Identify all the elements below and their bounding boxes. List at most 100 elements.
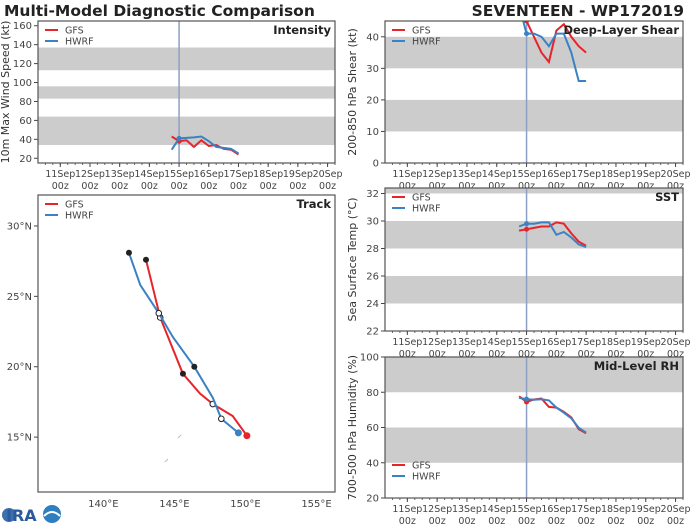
x-tick-label: 11Sep 00z xyxy=(45,169,75,192)
legend-label: HWRF xyxy=(412,472,441,483)
axes-frame xyxy=(37,194,336,493)
x-tick-label: 13Sep 00z xyxy=(105,169,135,192)
y-tick-label: 40 xyxy=(366,458,379,469)
y-tick-label: 40 xyxy=(19,135,32,146)
series-group xyxy=(125,249,251,440)
x-tick-label: 15Sep 00z xyxy=(164,169,194,192)
figure-title: Multi-Model Diagnostic Comparison xyxy=(4,2,315,20)
x-tick-label: 20Sep 00z xyxy=(661,169,691,192)
x-tick-label: 16Sep 00z xyxy=(194,169,224,192)
gfs-point-marker xyxy=(143,256,149,263)
panel-title: Mid-Level RH xyxy=(594,359,679,373)
y-tick-label: 15°N xyxy=(7,433,32,444)
sst-panel: 22 24 26 28 30 32 Sea Surface Temp (°C) 11Sep 00… xyxy=(346,187,691,360)
y-tick-label: 20 xyxy=(366,95,379,106)
track-panel: 15°N 20°N 25°N 30°N 140°E 145°E 150°E 155°E Trac… xyxy=(7,194,336,510)
x-tick-label: 13Sep 00z xyxy=(452,337,482,360)
axes-frame xyxy=(37,20,336,164)
hwrf-point-marker xyxy=(524,31,530,37)
hwrf-series-line xyxy=(518,221,587,249)
x-tick-label: 150°E xyxy=(230,499,260,510)
y-tick-label: 0 xyxy=(373,159,379,170)
x-tick-label: 17Sep 00z xyxy=(571,337,601,360)
x-tick-label: 13Sep 00z xyxy=(452,169,482,192)
hwrf-point-marker xyxy=(125,249,132,256)
cira-logo: IRA xyxy=(2,505,61,525)
y-tick-label: 60 xyxy=(19,116,32,127)
x-tick-label: 17Sep 00z xyxy=(571,504,601,525)
axes-frame xyxy=(384,356,684,499)
shaded-band xyxy=(385,221,683,249)
legend-label: HWRF xyxy=(412,204,441,215)
shaded-band xyxy=(38,47,335,71)
shaded-band xyxy=(385,188,683,194)
x-tick-label: 18Sep 00z xyxy=(601,337,631,360)
y-tick-label: 30 xyxy=(366,64,379,75)
x-tick-label: 18Sep 00z xyxy=(253,169,283,192)
x-tick-label: 15Sep 00z xyxy=(512,337,542,360)
x-tick-label: 15Sep 00z xyxy=(512,169,542,192)
x-tick-label: 14Sep 00z xyxy=(134,169,164,192)
series-group xyxy=(170,135,240,156)
hwrf-series-line xyxy=(127,252,240,434)
y-tick-label: 30°N xyxy=(7,221,32,232)
gfs-series-line xyxy=(145,259,248,437)
storm-title: SEVENTEEN - WP172019 xyxy=(472,2,684,20)
y-axis-label: 10m Max Wind Speed (kt) xyxy=(0,21,12,164)
y-tick-label: 20 xyxy=(366,494,379,505)
y-axis-label: 700-500 hPa Humidity (%) xyxy=(346,355,359,500)
shaded-band xyxy=(385,276,683,304)
legend-label: GFS xyxy=(65,200,84,211)
hwrf-point-marker xyxy=(524,221,530,227)
hwrf-point-marker xyxy=(524,396,530,402)
gfs-series-line xyxy=(525,21,587,65)
legend-label: HWRF xyxy=(412,37,441,48)
panel-title: Intensity xyxy=(273,23,331,37)
hwrf-point-marker xyxy=(218,415,225,423)
y-tick-label: 20 xyxy=(19,154,32,165)
x-tick-label: 14Sep 00z xyxy=(482,504,512,525)
shaded-band xyxy=(385,36,683,69)
y-tick-label: 120 xyxy=(13,59,32,70)
shaded-band xyxy=(385,357,683,393)
x-tick-label: 20Sep 00z xyxy=(661,504,691,525)
x-tick-label: 19Sep 00z xyxy=(283,169,313,192)
x-tick-label: 11Sep 00z xyxy=(392,337,422,360)
y-axis-label: Sea Surface Temp (°C) xyxy=(346,198,359,322)
axes-frame xyxy=(384,187,684,332)
x-tick-label: 18Sep 00z xyxy=(601,504,631,525)
x-tick-label: 13Sep 00z xyxy=(452,504,482,525)
hwrf-point-marker xyxy=(155,309,163,317)
y-tick-label: 32 xyxy=(366,189,379,200)
island-mark xyxy=(164,458,169,463)
y-tick-label: 80 xyxy=(19,97,32,108)
hwrf-point-marker xyxy=(234,429,242,437)
gfs-point-marker xyxy=(524,226,530,232)
legend-label: GFS xyxy=(412,193,431,204)
x-tick-label: 12Sep 00z xyxy=(75,169,105,192)
x-tick-label: 14Sep 00z xyxy=(482,169,512,192)
y-tick-label: 40 xyxy=(366,32,379,43)
gfs-point-marker xyxy=(179,370,186,377)
hwrf-series-line xyxy=(518,396,587,434)
y-tick-label: 10 xyxy=(366,127,379,138)
x-tick-label: 12Sep 00z xyxy=(422,169,452,192)
x-tick-label: 155°E xyxy=(301,499,331,510)
series-group xyxy=(518,395,587,435)
gfs-series-line xyxy=(518,221,587,247)
series-group xyxy=(522,21,587,82)
x-tick-label: 145°E xyxy=(159,499,189,510)
x-tick-label: 16Sep 00z xyxy=(541,337,571,360)
x-tick-label: 11Sep 00z xyxy=(392,169,422,192)
x-tick-label: 18Sep 00z xyxy=(601,169,631,192)
x-tick-label: 20Sep 00z xyxy=(661,337,691,360)
y-tick-label: 30 xyxy=(366,217,379,228)
y-tick-label: 100 xyxy=(360,353,379,364)
legend-label: GFS xyxy=(65,26,84,37)
y-tick-label: 25°N xyxy=(7,292,32,303)
x-tick-label: 15Sep 00z xyxy=(512,504,542,525)
y-tick-label: 140 xyxy=(13,40,32,51)
x-tick-label: 12Sep 00z xyxy=(422,504,452,525)
